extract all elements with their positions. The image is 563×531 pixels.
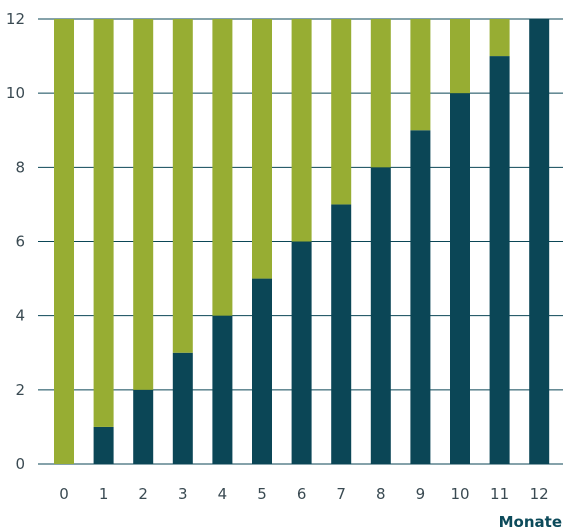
bar-segment-green (252, 19, 272, 279)
bar-segment-dark (331, 204, 352, 464)
x-tick-label: 8 (376, 485, 386, 503)
y-tick-label: 6 (15, 233, 25, 251)
bar-segment-dark (93, 426, 114, 464)
x-tick-label: 4 (218, 485, 228, 503)
x-tick-label: 10 (450, 485, 469, 503)
bar-segment-green (410, 19, 431, 131)
x-tick-label: 0 (59, 485, 69, 503)
y-tick-label: 10 (6, 84, 25, 102)
bar-segment-dark (450, 93, 470, 465)
bar-segment-dark (172, 352, 193, 464)
x-axis: 0 1 2 3 4 5 6 7 8 9 10 11 12 (59, 485, 549, 503)
bar-segment-green (291, 19, 312, 242)
bar-segment-dark (410, 130, 431, 464)
x-tick-label: 3 (178, 485, 188, 503)
bar-segment-dark (291, 241, 312, 464)
bar-segment-green (489, 19, 510, 57)
x-tick-label: 11 (490, 485, 509, 503)
x-tick-label: 9 (416, 485, 426, 503)
x-tick-label: 7 (336, 485, 346, 503)
bars (54, 19, 550, 465)
bar-segment-dark (252, 278, 272, 464)
bar-segment-dark (370, 167, 391, 465)
y-tick-label: 0 (15, 455, 25, 473)
bar-segment-green (93, 19, 114, 427)
bar-segment-dark (489, 56, 510, 464)
x-tick-label: 1 (99, 485, 109, 503)
x-tick-label: 5 (257, 485, 267, 503)
bar-segment-green (450, 19, 470, 94)
x-tick-label: 2 (138, 485, 148, 503)
y-tick-label: 2 (15, 381, 25, 399)
x-tick-label: 12 (530, 485, 549, 503)
x-tick-label: 6 (297, 485, 307, 503)
bar-segment-green (370, 19, 391, 168)
x-axis-title: Monate (499, 513, 562, 531)
y-tick-label: 8 (15, 158, 25, 176)
bar-segment-dark (212, 315, 233, 464)
y-tick-label: 12 (6, 10, 25, 28)
bar-segment-green (54, 19, 74, 464)
y-axis: 0 2 4 6 8 10 12 (6, 10, 25, 473)
bar-segment-green (212, 19, 233, 316)
bar-segment-green (172, 19, 193, 353)
bar-segment-dark (529, 19, 550, 464)
y-tick-label: 4 (15, 307, 25, 325)
bar-segment-green (331, 19, 352, 205)
bar-segment-green (133, 19, 154, 390)
bar-segment-dark (133, 389, 154, 464)
